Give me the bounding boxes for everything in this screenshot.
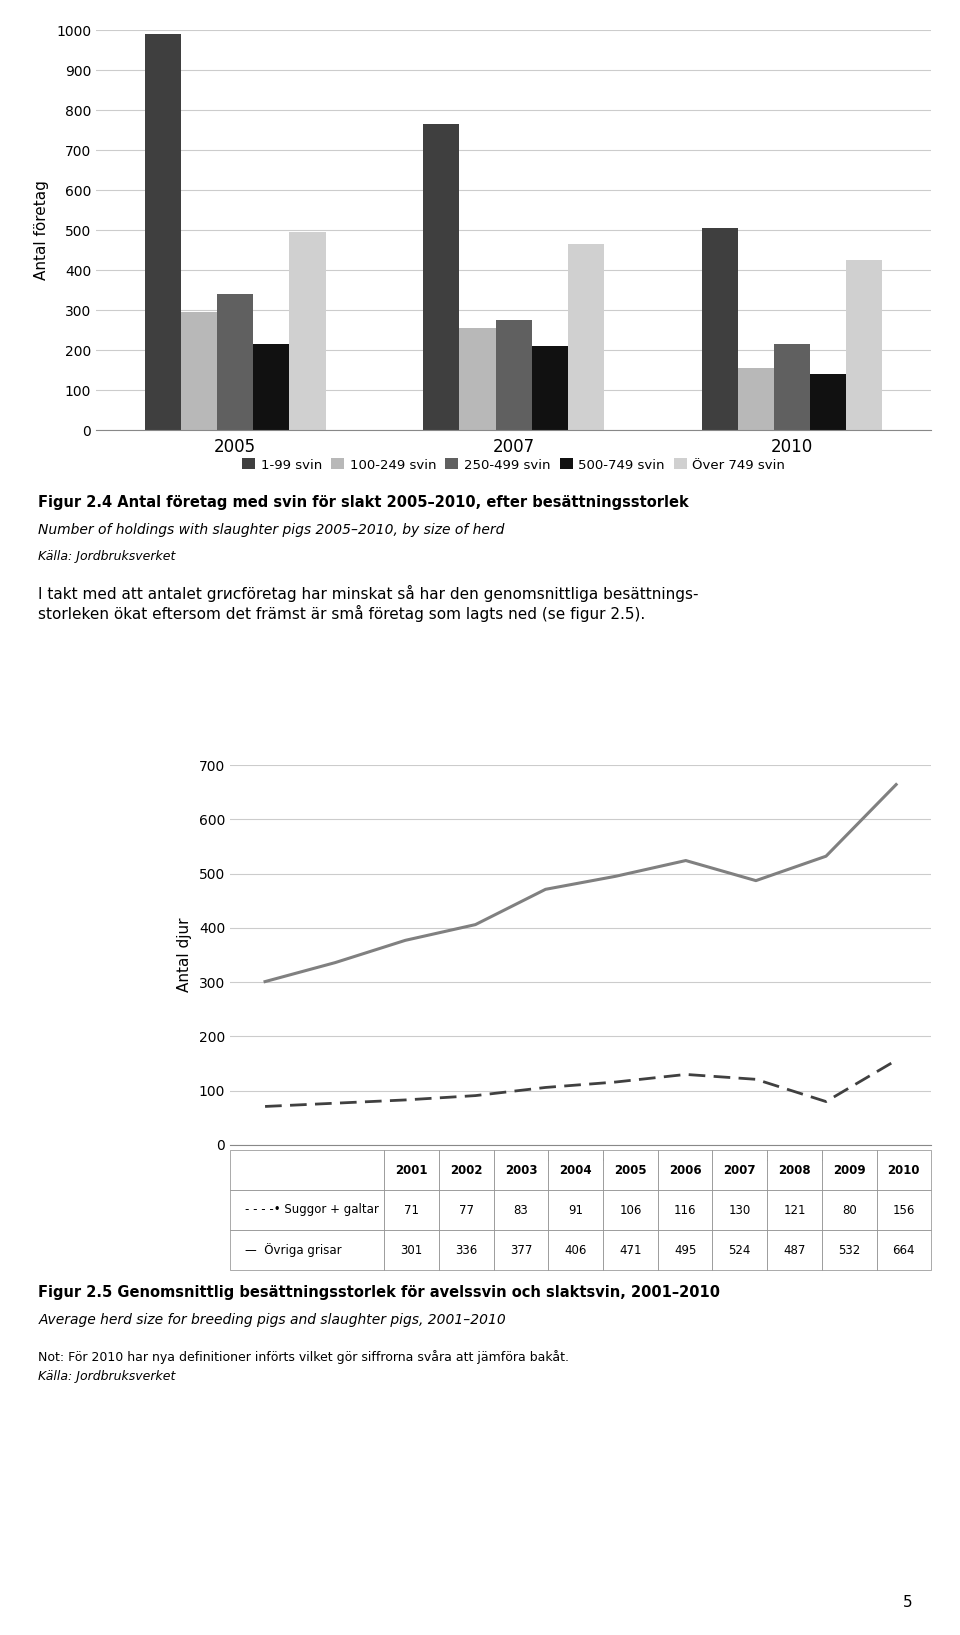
Bar [290,232,325,430]
Text: Källa: Jordbruksverket: Källa: Jordbruksverket [38,1370,176,1383]
Bar [180,312,217,430]
Text: Figur 2.4 Antal företag med svin för slakt 2005–2010, efter besättningsstorlek: Figur 2.4 Antal företag med svin för sla… [38,495,689,510]
Bar [568,244,604,430]
Bar [774,343,810,430]
Bar [459,329,495,430]
Y-axis label: Antal djur: Antal djur [177,917,192,992]
Text: Average herd size for breeding pigs and slaughter pigs, 2001–2010: Average herd size for breeding pigs and … [38,1313,506,1328]
Text: Källa: Jordbruksverket: Källa: Jordbruksverket [38,549,176,562]
Bar [217,294,253,430]
Bar [423,124,459,430]
Text: I takt med att antalet grисföretag har minskat så har den genomsnittliga besättn: I takt med att antalet grисföretag har m… [38,585,699,621]
Bar [532,347,568,430]
Y-axis label: Antal företag: Antal företag [34,180,49,280]
Text: Not: För 2010 har nya definitioner införts vilket gör siffrorna svåra att jämför: Not: För 2010 har nya definitioner inför… [38,1351,569,1364]
Bar [737,368,774,430]
Bar [145,34,180,430]
Text: Figur 2.5 Genomsnittlig besättningsstorlek för avelssvin och slaktsvin, 2001–201: Figur 2.5 Genomsnittlig besättningsstorl… [38,1285,720,1300]
Bar [702,227,737,430]
Legend: 1-99 svin, 100-249 svin, 250-499 svin, 500-749 svin, Över 749 svin: 1-99 svin, 100-249 svin, 250-499 svin, 5… [237,453,790,477]
Bar [253,343,290,430]
Bar [495,320,532,430]
Text: Number of holdings with slaughter pigs 2005–2010, by size of herd: Number of holdings with slaughter pigs 2… [38,523,505,536]
Text: 5: 5 [902,1596,912,1610]
Bar [847,260,882,430]
Bar [810,374,847,430]
